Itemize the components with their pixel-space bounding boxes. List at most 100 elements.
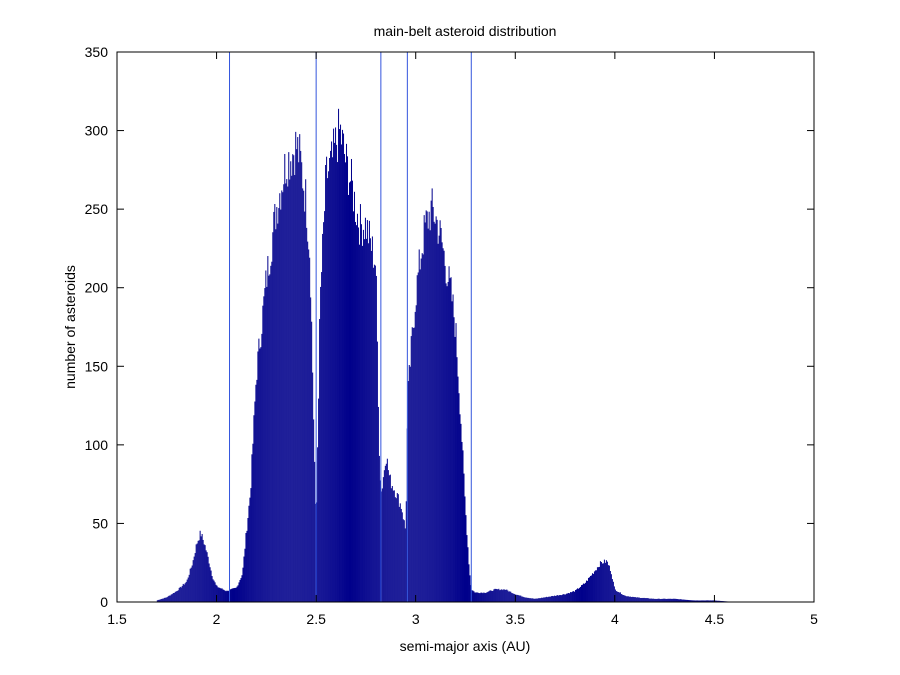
histogram-bar [574,591,576,602]
histogram-bar [581,585,582,602]
histogram-bar [248,505,250,602]
histogram-bar [440,228,442,602]
histogram-bar [447,282,449,602]
histogram-bar [545,597,547,602]
histogram-bar [567,593,569,602]
histogram-bar [643,597,645,602]
histogram-bar [431,188,433,603]
histogram-bar [298,162,300,602]
histogram-bar [635,597,637,602]
histogram-bar [701,600,703,602]
histogram-bar [388,475,390,602]
histogram-bar [541,597,543,602]
histogram-bar [260,347,262,602]
histogram-bar [404,528,406,602]
histogram-bar [323,222,325,602]
histogram-bar [480,592,482,602]
histogram-bar [320,286,322,602]
histogram-bar [437,243,439,602]
histogram-bar [540,598,542,602]
histogram-bar [611,579,613,602]
histogram-bar [308,249,310,602]
histogram-bar [627,596,629,602]
histogram-bar [580,586,582,602]
histogram-bar [607,565,609,602]
histogram-bar [689,600,691,602]
histogram-bar [243,556,245,602]
histogram-bar [670,598,672,602]
histogram-bar [501,589,503,602]
histogram-bar [244,548,246,602]
histogram-bar [512,593,514,602]
histogram-bar [479,593,481,602]
histogram-bar [441,242,443,602]
histogram-bar [271,261,273,602]
histogram-bar [246,530,248,602]
histogram-bar [230,589,232,602]
histogram-bar [395,498,397,602]
histogram-bar [301,162,303,603]
histogram-bar [631,596,633,602]
histogram-bar [272,232,274,602]
histogram-bar [565,594,567,602]
plot-frame [116,51,815,603]
histogram-bar [205,550,207,602]
histogram-bar [572,591,574,602]
histogram-bar [700,600,702,602]
histogram-bar [387,470,389,602]
histogram-bar [547,597,549,602]
histogram-bar [161,598,163,602]
histogram-bar [425,210,427,602]
histogram-bar [322,233,324,602]
histogram-bar [283,184,285,602]
histogram-bar [464,496,466,602]
histogram-bar [586,580,588,602]
histogram-bar [661,598,663,602]
histogram-bar [370,250,372,602]
histogram-bar [240,578,242,602]
histogram-bar [409,366,411,602]
histogram-bar [513,593,515,602]
x-tick-label: 4.5 [705,611,725,627]
histogram-bar [261,333,263,602]
histogram-bar [535,598,537,602]
histogram-bar [221,588,223,602]
histogram-bar [216,585,218,602]
histogram-bar [695,600,697,602]
histogram-bar [652,598,654,602]
histogram-bar [466,535,468,602]
histogram-bar [451,301,453,602]
x-tick-label: 5 [810,611,818,627]
histogram-bar [377,406,379,602]
histogram-bar [422,254,424,602]
histogram-bar [675,598,677,602]
histogram-bar [555,595,557,602]
histogram-bar [266,286,268,602]
histogram-bar [523,597,525,602]
histogram-bar [160,599,162,602]
histogram-bar [239,579,241,602]
histogram-bar [343,133,345,603]
histogram-bar [462,450,464,602]
histogram-bar [671,598,673,602]
histogram-bar [211,576,213,602]
histogram-bar [528,597,530,602]
histogram-bar [208,563,210,602]
histogram-bar [290,161,292,602]
histogram-bar [557,595,559,602]
histogram-bar [521,596,523,602]
histogram-bar [537,598,539,602]
histogram-bar [204,545,206,602]
resonance-lines [229,52,472,602]
histogram-bar [685,599,687,602]
histogram-bar [257,351,259,602]
histogram-bar [455,323,457,602]
histogram-bar [490,590,492,602]
x-tick-label: 4 [611,611,619,627]
histogram-bar [371,236,373,602]
histogram-bar [254,401,256,602]
histogram-bar [338,108,340,602]
histogram-bar [418,249,420,602]
histogram-bar [577,588,579,602]
histogram-bar [332,157,334,602]
